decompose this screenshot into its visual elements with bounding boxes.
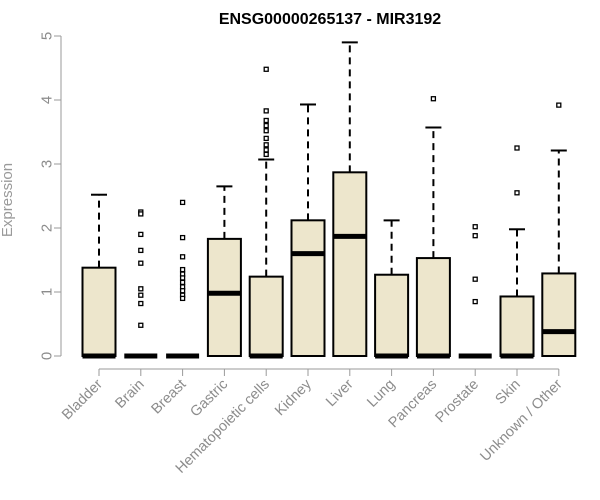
outlier-point (556, 102, 562, 108)
outlier-point (138, 300, 144, 307)
box-unknown-other (541, 102, 577, 357)
outlier-point (263, 122, 269, 129)
outlier-point (263, 142, 269, 148)
category-label: Bladder (59, 376, 106, 423)
category-label: Breast (148, 377, 189, 418)
outlier-point (138, 322, 144, 328)
outlier-point (263, 151, 269, 158)
boxes (81, 41, 577, 359)
box-breast (166, 199, 200, 359)
outlier-point (263, 128, 269, 134)
outlier-point (263, 66, 269, 72)
box-body (541, 272, 577, 357)
outlier-point (430, 96, 437, 102)
box-prostate (458, 224, 492, 359)
outlier-point (263, 135, 269, 142)
box-brain (124, 209, 158, 359)
category-label: Lung (364, 377, 398, 411)
category-label: Brain (112, 377, 147, 412)
y-axis: 0 1 2 3 4 5 (39, 32, 62, 360)
y-axis-label: Expression (0, 163, 16, 237)
box-gastric (206, 185, 242, 358)
category-label: Kidney (272, 376, 315, 419)
box-body (81, 266, 117, 357)
outlier-point (138, 247, 144, 254)
y-tick-label: 3 (39, 160, 56, 168)
outlier-point (179, 266, 186, 273)
box-lung (374, 219, 410, 359)
chart-title: ENSG00000265137 - MIR3192 (219, 11, 441, 28)
y-tick-label: 5 (39, 32, 56, 40)
outlier-point (179, 234, 186, 241)
outlier-point (138, 292, 144, 298)
box-bladder (81, 193, 117, 359)
outlier-point (179, 295, 186, 302)
box-body (499, 295, 535, 358)
x-axis (98, 368, 560, 376)
box-body (248, 275, 284, 358)
outlier-point (514, 190, 520, 196)
y-tick-label: 0 (39, 352, 56, 360)
y-tick-label: 2 (39, 224, 56, 232)
box-body (290, 219, 326, 357)
outlier-point (263, 117, 269, 124)
outlier-point (472, 298, 478, 305)
box-body (206, 237, 242, 358)
outlier-point (263, 147, 269, 153)
outlier-point (179, 199, 186, 206)
box-body (332, 171, 368, 357)
outlier-point (472, 276, 478, 282)
category-label: Prostate (433, 377, 482, 426)
outlier-point (179, 279, 186, 286)
box-body (415, 257, 451, 357)
box-liver (332, 41, 368, 357)
outlier-point (179, 288, 186, 294)
box-skin (499, 145, 535, 359)
box-body (374, 273, 410, 357)
outlier-point (514, 145, 520, 151)
outlier-point (138, 286, 144, 292)
outlier-point (138, 211, 144, 217)
outlier-point (138, 260, 144, 266)
category-label: Liver (323, 376, 357, 410)
y-tick-label: 4 (39, 96, 56, 104)
outlier-point (472, 233, 478, 239)
outlier-point (263, 108, 269, 114)
y-tick-label: 1 (39, 288, 56, 296)
category-label: Skin (493, 377, 524, 408)
box-kidney (290, 103, 326, 357)
outlier-point (179, 254, 186, 260)
box-pancreas (415, 96, 451, 359)
box-hematopoietic-cells (248, 66, 284, 359)
outlier-point (472, 224, 478, 230)
outlier-point (179, 275, 186, 281)
outlier-point (138, 231, 144, 238)
